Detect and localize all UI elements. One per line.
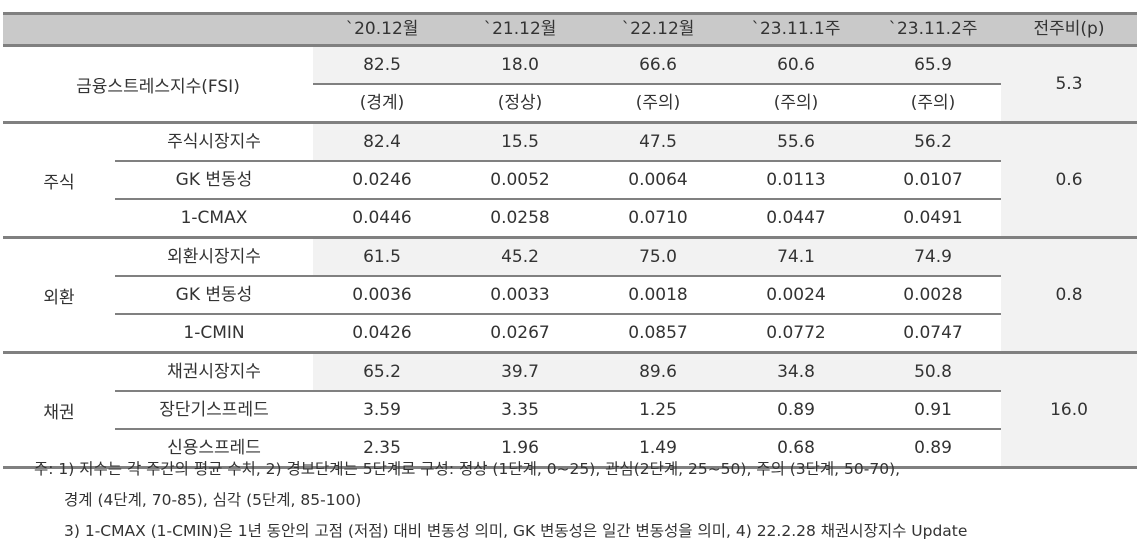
table-row: 주식 주식시장지수 82.4 15.5 47.5 55.6 56.2 0.6 — [3, 121, 1137, 238]
cell-value: 1.49 — [589, 428, 727, 469]
cell-value: 0.0747 — [865, 313, 1001, 353]
cell-value: 82.4 — [313, 121, 451, 161]
fsi-label: 금융스트레스지수(FSI) — [76, 76, 240, 97]
row-label: 1-CMAX — [115, 198, 313, 238]
table-row: 신용스프레드 2.35 1.96 1.49 0.68 0.89 — [3, 428, 1137, 469]
fsi-value-row: 금융스트레스지수(FSI) 82.5 18.0 66.6 60.6 65.9 5… — [3, 45, 1137, 123]
cell-value: 0.0024 — [727, 275, 865, 314]
cell-value: 0.0028 — [865, 275, 1001, 314]
footnote-line-2: 경계 (4단계, 70-85), 심각 (5단계, 85-100) — [64, 491, 362, 509]
cell-value: 0.89 — [865, 428, 1001, 469]
group-label-bond: 채권 — [3, 351, 115, 469]
row-label: 채권시장지수 — [115, 351, 313, 391]
cell-value: 39.7 — [451, 351, 589, 391]
cell-value: 0.0857 — [589, 313, 727, 353]
fsi-value: 82.5 — [313, 45, 451, 84]
cell-value: 0.0258 — [451, 198, 589, 238]
cell-value: 0.0036 — [313, 275, 451, 314]
header-col-2212: `22.12월 — [589, 12, 727, 47]
header-row: `20.12월 `21.12월 `22.12월 `23.11.1주 `23.11… — [3, 12, 1137, 47]
group-change-stock: 0.6 — [1001, 121, 1137, 238]
cell-value: 0.68 — [727, 428, 865, 469]
cell-value: 0.0064 — [589, 160, 727, 199]
cell-value: 0.91 — [865, 390, 1001, 429]
footnote-line-1: 주: 1) 지수는 각 주간의 평균 수치, 2) 경보단계는 5단계로 구성:… — [34, 460, 901, 478]
cell-value: 65.2 — [313, 351, 451, 391]
cell-value: 0.0426 — [313, 313, 451, 353]
cell-value: 0.89 — [727, 390, 865, 429]
cell-value: 0.0052 — [451, 160, 589, 199]
header-col-2311w2: `23.11.2주 — [865, 12, 1001, 47]
cell-value: 0.0113 — [727, 160, 865, 199]
group-change-bond: 16.0 — [1001, 351, 1137, 469]
table-row: 1-CMIN 0.0426 0.0267 0.0857 0.0772 0.074… — [3, 313, 1137, 353]
row-label: GK 변동성 — [115, 160, 313, 199]
cell-value: 0.0772 — [727, 313, 865, 353]
cell-value: 50.8 — [865, 351, 1001, 391]
cell-value: 15.5 — [451, 121, 589, 161]
fsi-table-container: `20.12월 `21.12월 `22.12월 `23.11.1주 `23.11… — [3, 12, 1137, 469]
row-label: GK 변동성 — [115, 275, 313, 314]
group-label-stock: 주식 — [3, 121, 115, 238]
group-label-fx: 외환 — [3, 236, 115, 353]
fsi-change: 5.3 — [1001, 45, 1137, 123]
cell-value: 3.35 — [451, 390, 589, 429]
cell-value: 2.35 — [313, 428, 451, 469]
table-row: 장단기스프레드 3.59 3.35 1.25 0.89 0.91 — [3, 390, 1137, 429]
table-row: GK 변동성 0.0246 0.0052 0.0064 0.0113 0.010… — [3, 160, 1137, 199]
cell-value: 34.8 — [727, 351, 865, 391]
header-col-2012: `20.12월 — [313, 12, 451, 47]
cell-value: 45.2 — [451, 236, 589, 276]
row-label: 외환시장지수 — [115, 236, 313, 276]
cell-value: 1.25 — [589, 390, 727, 429]
cell-value: 56.2 — [865, 121, 1001, 161]
cell-value: 89.6 — [589, 351, 727, 391]
fsi-stage: (주의) — [727, 83, 865, 123]
cell-value: 0.0447 — [727, 198, 865, 238]
footnote-line-3: 3) 1-CMAX (1-CMIN)은 1년 동안의 고점 (저점) 대비 변동… — [64, 522, 968, 540]
cell-value: 0.0107 — [865, 160, 1001, 199]
cell-value: 0.0267 — [451, 313, 589, 353]
fsi-stage: (주의) — [589, 83, 727, 123]
fsi-value: 66.6 — [589, 45, 727, 84]
row-label: 장단기스프레드 — [115, 390, 313, 429]
fsi-stage: (경계) — [313, 83, 451, 123]
cell-value: 0.0491 — [865, 198, 1001, 238]
row-label: 1-CMIN — [115, 313, 313, 353]
financial-stress-index-table: `20.12월 `21.12월 `22.12월 `23.11.1주 `23.11… — [3, 12, 1137, 469]
group-change-fx: 0.8 — [1001, 236, 1137, 353]
cell-value: 3.59 — [313, 390, 451, 429]
cell-value: 74.1 — [727, 236, 865, 276]
cell-value: 1.96 — [451, 428, 589, 469]
fsi-stage: (주의) — [865, 83, 1001, 123]
cell-value: 47.5 — [589, 121, 727, 161]
cell-value: 61.5 — [313, 236, 451, 276]
header-col-change: 전주비(p) — [1001, 12, 1137, 47]
fsi-stage: (정상) — [451, 83, 589, 123]
table-row: GK 변동성 0.0036 0.0033 0.0018 0.0024 0.002… — [3, 275, 1137, 314]
footnotes: 주: 1) 지수는 각 주간의 평균 수치, 2) 경보단계는 5단계로 구성:… — [34, 454, 967, 547]
cell-value: 74.9 — [865, 236, 1001, 276]
fsi-value: 18.0 — [451, 45, 589, 84]
fsi-stage-row: (경계) (정상) (주의) (주의) (주의) — [3, 83, 1137, 123]
cell-value: 75.0 — [589, 236, 727, 276]
fsi-value: 60.6 — [727, 45, 865, 84]
cell-value: 0.0018 — [589, 275, 727, 314]
cell-value: 0.0246 — [313, 160, 451, 199]
header-corner — [3, 12, 313, 47]
cell-value: 0.0710 — [589, 198, 727, 238]
cell-value: 0.0033 — [451, 275, 589, 314]
cell-value: 55.6 — [727, 121, 865, 161]
table-row: 채권 채권시장지수 65.2 39.7 89.6 34.8 50.8 16.0 — [3, 351, 1137, 469]
cell-value: 0.0446 — [313, 198, 451, 238]
table-row: 1-CMAX 0.0446 0.0258 0.0710 0.0447 0.049… — [3, 198, 1137, 238]
row-label: 주식시장지수 — [115, 121, 313, 161]
table-row: 외환 외환시장지수 61.5 45.2 75.0 74.1 74.9 0.8 — [3, 236, 1137, 353]
header-col-2311w1: `23.11.1주 — [727, 12, 865, 47]
header-col-2112: `21.12월 — [451, 12, 589, 47]
row-label: 신용스프레드 — [115, 428, 313, 469]
fsi-value: 65.9 — [865, 45, 1001, 84]
